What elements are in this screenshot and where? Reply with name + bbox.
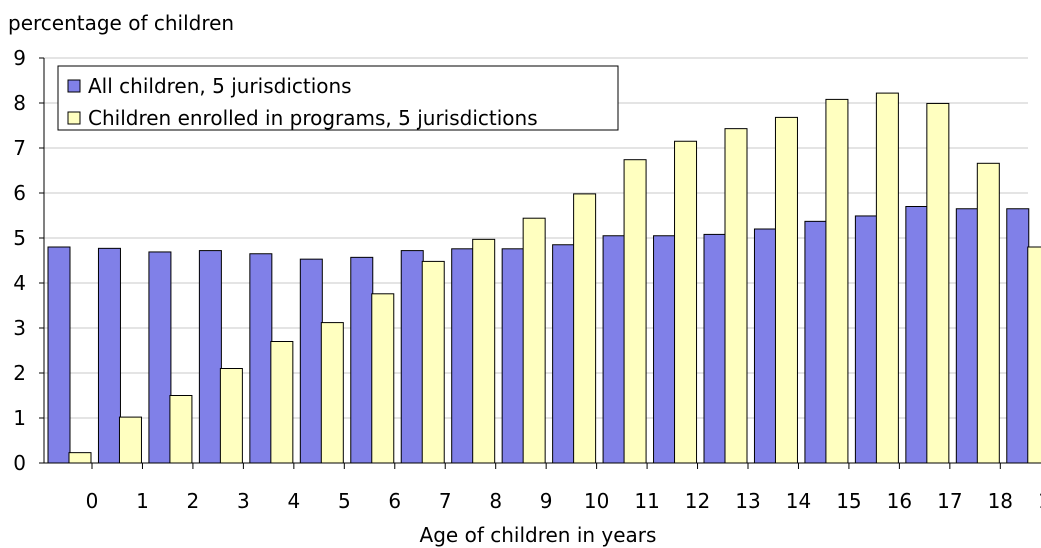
y-tick-label: 8: [13, 91, 26, 115]
y-tick-label: 4: [13, 271, 26, 295]
bar-all-children-0: [47, 246, 71, 464]
bar-all-children-12: [653, 235, 677, 464]
bar-enrolled-2: [169, 395, 193, 464]
x-tick-label: 0: [86, 489, 99, 513]
bar-all-children-6: [350, 256, 374, 464]
bar-enrolled-11: [623, 159, 647, 464]
bar-all-children-18: [955, 208, 979, 464]
bar-enrolled-1: [118, 416, 142, 464]
y-tick-label: 9: [13, 46, 26, 70]
bar-enrolled-19: [1027, 246, 1041, 464]
x-tick-label: 6: [388, 489, 401, 513]
bar-enrolled-16: [875, 92, 899, 464]
legend-swatch-enrolled: [67, 111, 81, 125]
bar-enrolled-6: [371, 293, 395, 464]
bar-all-children-19: [1006, 208, 1030, 464]
x-tick-label: 1: [136, 489, 149, 513]
bar-all-children-16: [854, 215, 878, 464]
bar-enrolled-17: [926, 102, 950, 464]
x-tick-label: 11: [634, 489, 659, 513]
bar-all-children-15: [804, 220, 828, 464]
bar-enrolled-4: [270, 341, 294, 464]
bar-enrolled-0: [68, 452, 92, 464]
bar-all-children-3: [198, 250, 222, 464]
bar-all-children-9: [501, 248, 525, 464]
legend-label-enrolled: Children enrolled in programs, 5 jurisdi…: [88, 106, 538, 130]
y-axis-title: percentage of children: [8, 11, 234, 35]
bars: [47, 92, 1041, 464]
y-tick-label: 1: [13, 406, 26, 430]
x-tick-label: 15: [836, 489, 861, 513]
bar-enrolled-15: [825, 98, 849, 464]
bar-all-children-17: [905, 206, 929, 464]
x-tick-label: 4: [287, 489, 300, 513]
x-tick-label: 7: [439, 489, 452, 513]
bar-all-children-11: [602, 235, 626, 464]
x-tick-label: 2: [187, 489, 200, 513]
x-tick-label: 10: [584, 489, 609, 513]
bar-all-children-5: [299, 258, 323, 464]
bar-all-children-4: [249, 253, 273, 464]
bar-all-children-13: [703, 233, 727, 464]
y-tick-label: 2: [13, 361, 26, 385]
x-tick-label: 16: [887, 489, 912, 513]
bar-enrolled-14: [774, 116, 798, 464]
bar-enrolled-9: [522, 217, 546, 464]
axes: [39, 57, 1028, 469]
bar-all-children-8: [451, 248, 475, 464]
bar-enrolled-7: [421, 260, 445, 464]
x-tick-labels: 012345678910111213141516171819: [86, 489, 1041, 513]
y-tick-label: 5: [13, 226, 26, 250]
legend-box: [57, 65, 619, 131]
bar-enrolled-3: [219, 368, 243, 464]
legend: All children, 5 jurisdictions Children en…: [57, 65, 619, 131]
bar-enrolled-12: [674, 140, 698, 464]
y-tick-label: 3: [13, 316, 26, 340]
x-tick-label: 14: [786, 489, 811, 513]
legend-swatch-all-children: [67, 79, 81, 93]
bar-enrolled-18: [976, 162, 1000, 464]
bar-all-children-7: [400, 250, 424, 464]
x-tick-label: 5: [338, 489, 351, 513]
bar-enrolled-5: [320, 322, 344, 464]
bar-all-children-14: [753, 228, 777, 464]
x-tick-label: 17: [937, 489, 962, 513]
y-tick-label: 0: [13, 451, 26, 475]
x-tick-label: 19: [1038, 489, 1041, 513]
bar-all-children-1: [97, 247, 121, 464]
bar-enrolled-13: [724, 128, 748, 464]
x-tick-label: 12: [685, 489, 710, 513]
x-tick-label: 8: [489, 489, 502, 513]
y-tick-label: 6: [13, 181, 26, 205]
bar-enrolled-10: [573, 193, 597, 464]
bar-enrolled-8: [472, 238, 496, 464]
bar-all-children-10: [552, 244, 576, 464]
x-tick-label: 18: [988, 489, 1013, 513]
x-tick-label: 9: [540, 489, 553, 513]
x-axis-title: Age of children in years: [420, 523, 657, 547]
legend-label-all-children: All children, 5 jurisdictions: [88, 74, 352, 98]
y-tick-label: 7: [13, 136, 26, 160]
bar-all-children-2: [148, 251, 172, 464]
x-tick-label: 13: [735, 489, 760, 513]
y-tick-labels: 0 1 2 3 4 5 6 7 8 9: [13, 46, 26, 475]
x-tick-label: 3: [237, 489, 250, 513]
